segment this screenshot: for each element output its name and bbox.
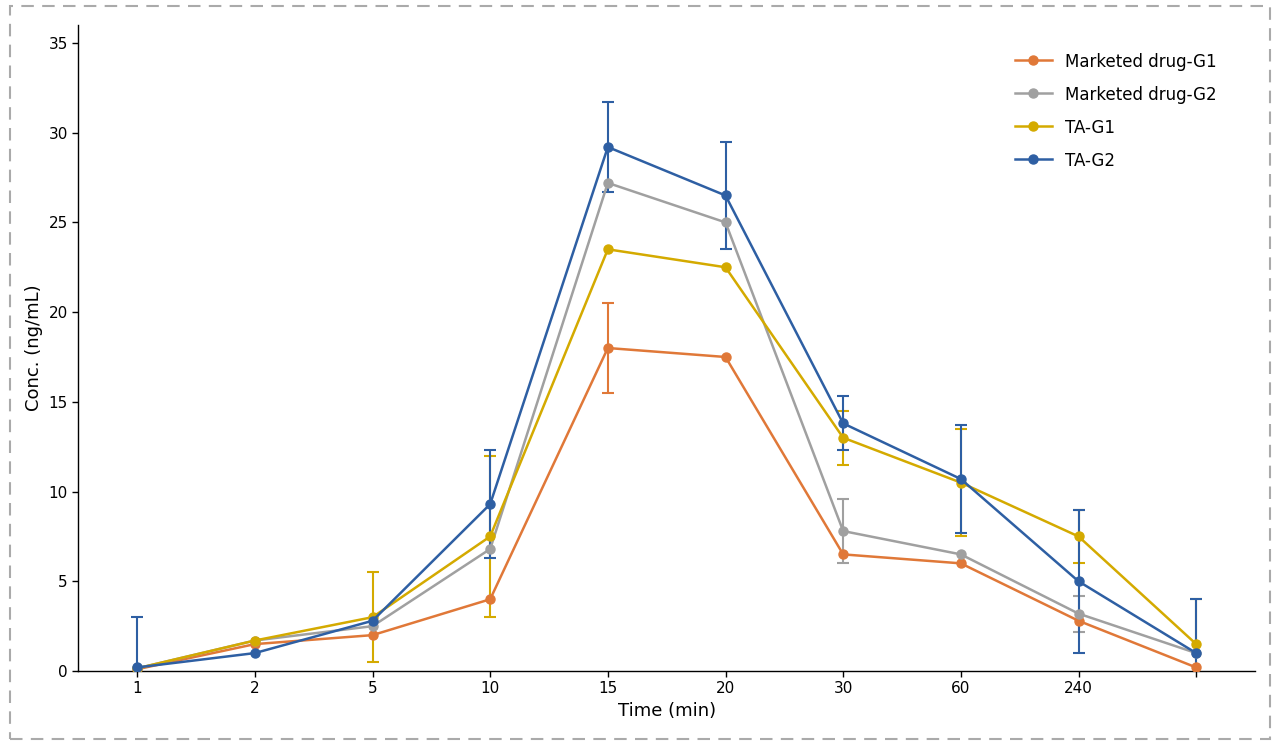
TA-G1 [365,612,380,621]
TA-G1 [483,532,498,541]
TA-G2 [718,191,733,200]
Marketed drug-G2 [836,527,851,536]
Line: TA-G2: TA-G2 [133,142,1201,672]
TA-G1 [954,478,969,487]
TA-G1 [247,636,262,645]
Marketed drug-G1 [1071,616,1087,625]
Marketed drug-G2 [1071,609,1087,618]
TA-G2 [365,616,380,625]
TA-G1 [600,245,616,254]
TA-G2 [247,649,262,658]
Legend: Marketed drug-G1, Marketed drug-G2, TA-G1, TA-G2: Marketed drug-G1, Marketed drug-G2, TA-G… [1009,46,1224,177]
Marketed drug-G2 [954,550,969,559]
Marketed drug-G2 [600,179,616,188]
Marketed drug-G2 [483,545,498,554]
TA-G2 [129,663,145,672]
X-axis label: Time (min): Time (min) [618,702,716,720]
Marketed drug-G1 [600,343,616,352]
Marketed drug-G1 [365,631,380,640]
Marketed drug-G1 [129,665,145,673]
Marketed drug-G2 [1189,649,1204,658]
TA-G2 [836,419,851,428]
Line: Marketed drug-G2: Marketed drug-G2 [133,178,1201,673]
TA-G1 [1071,532,1087,541]
Marketed drug-G2 [718,218,733,227]
Line: Marketed drug-G1: Marketed drug-G1 [133,343,1201,673]
TA-G2 [483,500,498,509]
Marketed drug-G2 [365,621,380,630]
Line: TA-G1: TA-G1 [133,245,1201,673]
Marketed drug-G1 [483,595,498,603]
Marketed drug-G1 [836,550,851,559]
TA-G1 [836,434,851,443]
Marketed drug-G1 [247,640,262,649]
Marketed drug-G1 [1189,663,1204,672]
TA-G1 [1189,640,1204,649]
TA-G2 [1071,577,1087,586]
TA-G2 [600,142,616,151]
TA-G2 [1189,649,1204,658]
TA-G1 [718,263,733,272]
Y-axis label: Conc. (ng/mL): Conc. (ng/mL) [26,285,44,411]
Marketed drug-G1 [718,352,733,361]
TA-G2 [954,475,969,484]
Marketed drug-G2 [247,636,262,645]
Marketed drug-G2 [129,664,145,673]
TA-G1 [129,664,145,673]
Marketed drug-G1 [954,559,969,568]
